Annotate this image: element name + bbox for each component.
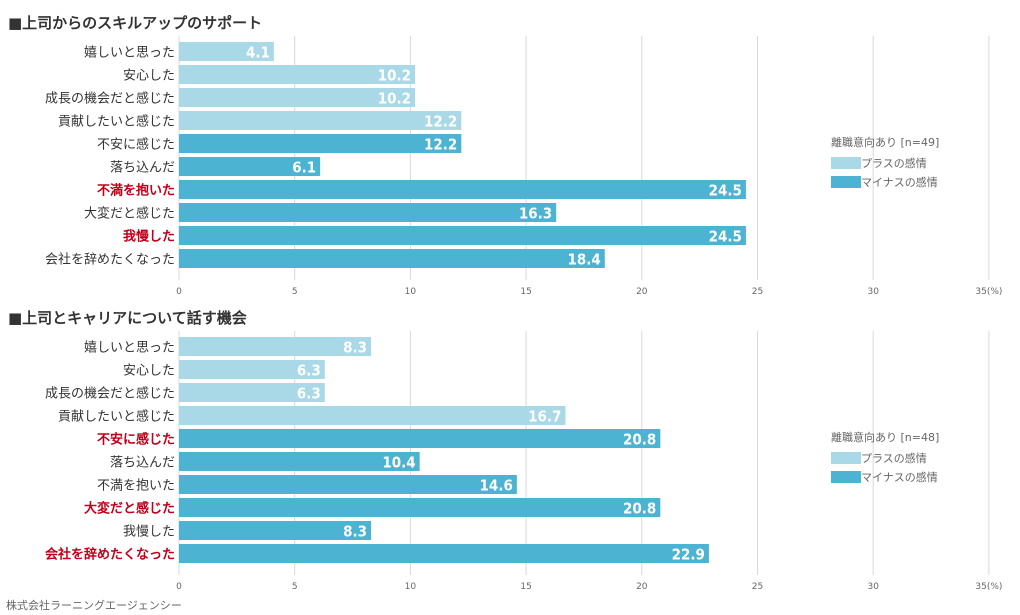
x-tick-label: 10: [405, 582, 417, 592]
chart1-legend-minus: マイナスの感情: [831, 173, 939, 190]
bar: [179, 452, 420, 471]
chart1-legend: 離職意向あり [n=49] プラスの感情 マイナスの感情: [831, 134, 939, 192]
bar: [179, 203, 557, 222]
legend-swatch-plus: [831, 156, 861, 169]
category-label: 会社を辞めたくなった: [45, 252, 175, 268]
chart1-title: ■上司からのスキルアップのサポート: [8, 14, 263, 32]
bar: [179, 134, 462, 153]
category-label: 大変だと感じた: [84, 206, 175, 222]
category-label: 安心した: [123, 69, 175, 84]
x-tick-label: 0: [176, 287, 182, 297]
category-label: 落ち込んだ: [110, 456, 175, 471]
category-label: 会社を辞めたくなった: [45, 547, 175, 563]
legend-label-minus: マイナスの感情: [861, 470, 938, 484]
bar: [179, 406, 566, 425]
value-label: 20.8: [623, 500, 656, 518]
category-label: 成長の機会だと感じた: [45, 386, 175, 402]
bar: [179, 521, 372, 540]
category-label: 不安に感じた: [97, 137, 175, 153]
category-label: 貢献したいと感じた: [58, 114, 175, 130]
bar: [179, 429, 661, 448]
chart2-plot: 0 5 10 15 20 25 30 35(%) 嬉しいと思った 8.3 安心した 6.3 成長の機会だ…: [45, 331, 1002, 592]
chart2-legend-title: 離職意向あり [n=48]: [831, 431, 940, 444]
bar: [179, 544, 709, 563]
category-label: 貢献したいと感じた: [58, 409, 175, 425]
category-label: 安心した: [123, 364, 175, 379]
chart1-legend-title: 離職意向あり [n=49]: [831, 136, 940, 149]
value-label: 16.3: [519, 205, 552, 223]
category-label: 嬉しいと思った: [84, 46, 175, 61]
value-label: 24.5: [709, 228, 742, 246]
bar: [179, 180, 746, 199]
value-label: 6.3: [297, 385, 321, 403]
category-label: 落ち込んだ: [110, 161, 175, 176]
chart2-title: ■上司とキャリアについて話す機会: [8, 309, 247, 327]
chart2-legend-plus: プラスの感情: [831, 449, 939, 466]
value-label: 16.7: [528, 408, 561, 426]
category-label: 不安に感じた: [97, 432, 175, 448]
x-tick-label: 35(%): [975, 582, 1002, 592]
category-label: 我慢した: [123, 524, 175, 540]
category-label: 大変だと感じた: [84, 501, 175, 517]
value-label: 14.6: [480, 477, 513, 495]
chart2-legend-minus: マイナスの感情: [831, 468, 939, 485]
legend-swatch-plus: [831, 451, 861, 464]
bar: [179, 226, 746, 245]
category-label: 嬉しいと思った: [84, 341, 175, 356]
x-tick-label: 20: [636, 582, 648, 592]
value-label: 10.2: [378, 67, 411, 85]
bar: [179, 475, 517, 494]
bar: [179, 383, 325, 402]
category-label: 我慢した: [123, 229, 175, 245]
value-label: 12.2: [424, 113, 457, 131]
bar: [179, 65, 416, 84]
value-label: 6.1: [292, 159, 316, 177]
x-tick-label: 30: [867, 582, 879, 592]
legend-label-plus: プラスの感情: [861, 156, 927, 170]
bar: [179, 42, 274, 61]
value-label: 18.4: [567, 251, 600, 269]
x-tick-label: 5: [292, 287, 298, 297]
category-label: 不満を抱いた: [97, 183, 175, 199]
x-tick-label: 30: [867, 287, 879, 297]
x-tick-label: 20: [636, 287, 648, 297]
legend-label-minus: マイナスの感情: [861, 175, 938, 189]
value-label: 6.3: [297, 362, 321, 380]
x-tick-label: 15: [520, 582, 531, 592]
legend-swatch-minus: [831, 175, 861, 188]
bar: [179, 360, 325, 379]
value-label: 24.5: [709, 182, 742, 200]
x-tick-label: 25: [752, 582, 763, 592]
bar: [179, 249, 605, 268]
bar: [179, 498, 661, 517]
chart2-legend: 離職意向あり [n=48] プラスの感情 マイナスの感情: [831, 429, 939, 487]
x-tick-label: 25: [752, 287, 763, 297]
value-label: 10.2: [378, 90, 411, 108]
bar: [179, 111, 462, 130]
x-tick-label: 15: [520, 287, 531, 297]
value-label: 4.1: [246, 44, 270, 62]
bar: [179, 157, 321, 176]
chart1-plot: 0 5 10 15 20 25 30 35(%) 嬉しいと思った 4.1 安心した 10.2 成長の機会…: [45, 36, 1002, 297]
bar: [179, 88, 416, 107]
chart1-legend-plus: プラスの感情: [831, 154, 939, 171]
legend-swatch-minus: [831, 470, 861, 483]
value-label: 12.2: [424, 136, 457, 154]
x-tick-label: 0: [176, 582, 182, 592]
value-label: 10.4: [382, 454, 415, 472]
value-label: 8.3: [343, 339, 367, 357]
footer-credit: 株式会社ラーニングエージェンシー: [6, 599, 182, 612]
category-label: 不満を抱いた: [97, 478, 175, 494]
value-label: 22.9: [672, 546, 705, 564]
value-label: 20.8: [623, 431, 656, 449]
x-tick-label: 10: [405, 287, 417, 297]
bar: [179, 337, 372, 356]
value-label: 8.3: [343, 523, 367, 541]
category-label: 成長の機会だと感じた: [45, 91, 175, 107]
x-tick-label: 5: [292, 582, 298, 592]
x-tick-label: 35(%): [975, 287, 1002, 297]
legend-label-plus: プラスの感情: [861, 451, 927, 465]
